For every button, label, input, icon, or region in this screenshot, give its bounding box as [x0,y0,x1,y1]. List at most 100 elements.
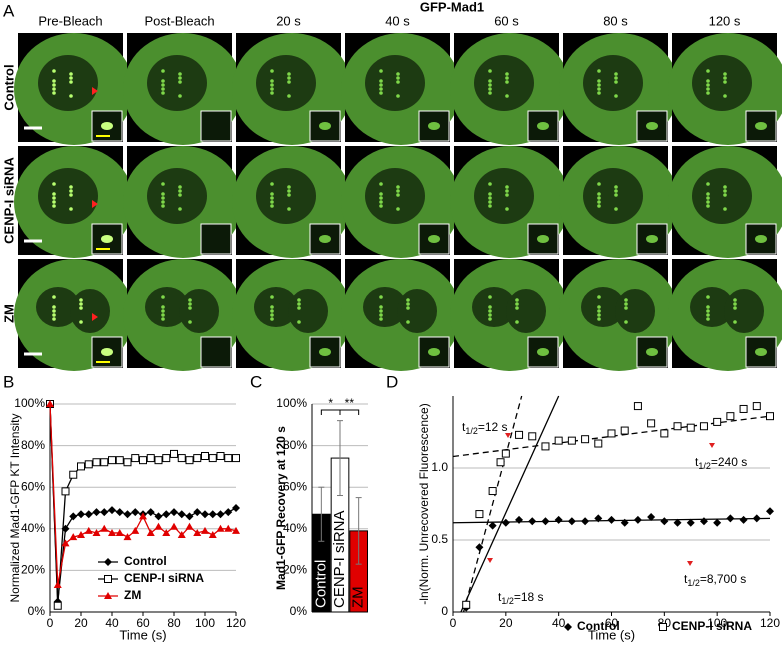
inset-spot [537,235,549,243]
point [564,623,572,631]
point [146,508,155,517]
kinetochore [270,313,274,317]
kinetochore [614,189,618,193]
kinetochore [69,207,73,211]
point [177,454,186,463]
point [53,580,62,588]
kinetochore [706,69,710,73]
point [659,623,667,631]
point [713,417,722,426]
nucleus-dark [147,168,207,224]
kinetochore [188,320,192,324]
row-label: ZM [1,304,16,323]
kinetochore [161,309,165,313]
nucleus-dark [474,168,534,224]
micrograph [341,146,461,258]
x-tick-label: 60 [605,616,619,630]
kinetochore [379,196,383,200]
kinetochore [52,313,56,317]
point [528,432,537,441]
kinetochore [597,317,601,321]
kinetochore [188,306,192,310]
point [84,526,93,534]
panel-title: GFP-Mad1 [420,0,484,14]
kinetochore [706,192,710,196]
kinetochore [69,189,73,193]
inset-spot [101,122,113,130]
point [620,426,629,435]
row-label: CENP-I siRNA [1,157,16,244]
kinetochore [52,309,56,313]
kinetochore [723,76,727,80]
y-tick-label: 0.5 [431,532,448,546]
point [541,442,550,451]
nucleus-dark [288,289,328,333]
annotation-sub: 1/2 [501,596,514,606]
point [462,600,471,609]
kinetochore [270,182,274,186]
nucleus-dark [179,289,219,333]
point [170,508,178,517]
kinetochore [515,306,519,310]
micrograph [123,33,243,145]
kinetochore [406,320,410,324]
annotation-rest: =240 s [711,455,747,469]
point [488,521,497,530]
fit-line [462,395,523,613]
kinetochore [614,76,618,80]
y-tick-label: 0 [441,604,448,618]
kinetochore [52,317,56,321]
point [108,528,116,536]
point [84,460,93,469]
kinetochore [178,72,182,76]
point [673,518,682,527]
point [92,528,101,536]
kinetochore [597,309,601,313]
inset-spot [755,235,767,243]
point [69,512,78,521]
kinetochore [379,317,383,321]
point [193,528,202,536]
kinetochore [379,305,383,309]
kinetochore [515,302,519,306]
x-tick-label: 0 [450,616,457,630]
point [581,435,590,444]
micrograph [14,259,134,371]
kinetochore [79,306,83,310]
kinetochore [733,306,737,310]
nucleus-dark [615,289,655,333]
micrograph [450,33,570,145]
point [620,518,629,527]
kinetochore [624,302,628,306]
kinetochore [614,94,618,98]
kinetochore [406,298,410,302]
kinetochore [723,193,727,197]
micrograph [668,33,782,145]
point [501,518,510,527]
nucleus-dark [583,168,643,224]
kinetochore [69,76,73,80]
kinetochore [488,192,492,196]
point [475,510,484,519]
nucleus-dark [472,287,516,327]
kinetochore [505,72,509,76]
nucleus-dark [474,55,534,111]
kinetochore [379,69,383,73]
annotation-rest: =18 s [514,590,544,604]
kinetochore [733,302,737,306]
point [766,412,774,421]
point [208,510,217,519]
kinetochore [79,320,83,324]
kinetochore [287,80,291,84]
point [488,487,497,496]
kinetochore [52,69,56,73]
point [108,456,116,465]
point [726,412,735,421]
nucleus-dark [724,289,764,333]
kinetochore [488,79,492,83]
kinetochore [597,295,601,299]
x-tick-label: 120 [760,616,780,630]
annotation-arrow [687,561,693,566]
kinetochore [396,80,400,84]
micrograph [14,33,134,145]
